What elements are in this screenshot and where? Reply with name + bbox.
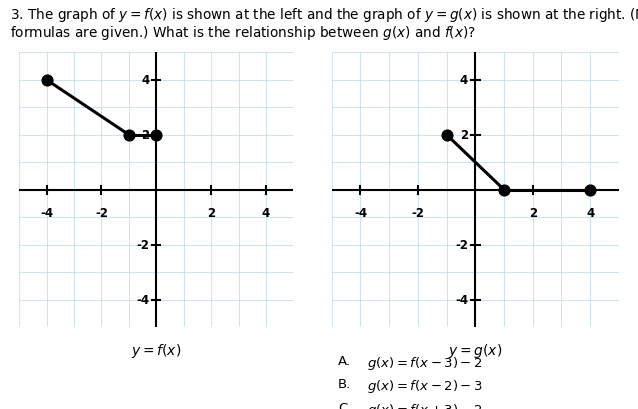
Text: 4: 4 xyxy=(460,74,468,87)
Point xyxy=(41,77,52,84)
Text: formulas are given.) What is the relationship between $g(x)$ and $f(x)$?: formulas are given.) What is the relatio… xyxy=(10,24,475,42)
Point xyxy=(151,132,161,139)
Text: 4: 4 xyxy=(262,207,270,220)
Text: -4: -4 xyxy=(455,293,468,306)
Text: A.: A. xyxy=(338,354,351,367)
Text: -4: -4 xyxy=(137,293,149,306)
Text: 3. The graph of $y=f(x)$ is shown at the left and the graph of $y=g(x)$ is shown: 3. The graph of $y=f(x)$ is shown at the… xyxy=(10,6,638,24)
Text: $y=f(x)$: $y=f(x)$ xyxy=(131,342,181,360)
Text: -2: -2 xyxy=(455,238,468,252)
Text: -2: -2 xyxy=(137,238,149,252)
Text: -2: -2 xyxy=(412,207,424,220)
Text: $g(x)=f(x+3)-2$: $g(x)=f(x+3)-2$ xyxy=(367,401,482,409)
Text: -4: -4 xyxy=(40,207,53,220)
Point xyxy=(441,132,452,139)
Text: $g(x)=f(x-2)-3$: $g(x)=f(x-2)-3$ xyxy=(367,378,483,394)
Text: -4: -4 xyxy=(354,207,367,220)
Text: C.: C. xyxy=(338,401,352,409)
Text: 2: 2 xyxy=(460,129,468,142)
Text: $g(x)=f(x-3)-2$: $g(x)=f(x-3)-2$ xyxy=(367,354,482,371)
Point xyxy=(585,187,595,193)
Text: 2: 2 xyxy=(529,207,537,220)
Text: -2: -2 xyxy=(95,207,108,220)
Text: 2: 2 xyxy=(142,129,149,142)
Text: 4: 4 xyxy=(586,207,594,220)
Text: $y=g(x)$: $y=g(x)$ xyxy=(449,342,502,360)
Point xyxy=(124,132,134,139)
Text: 2: 2 xyxy=(207,207,215,220)
Text: B.: B. xyxy=(338,378,352,391)
Text: 4: 4 xyxy=(141,74,149,87)
Point xyxy=(499,187,509,193)
